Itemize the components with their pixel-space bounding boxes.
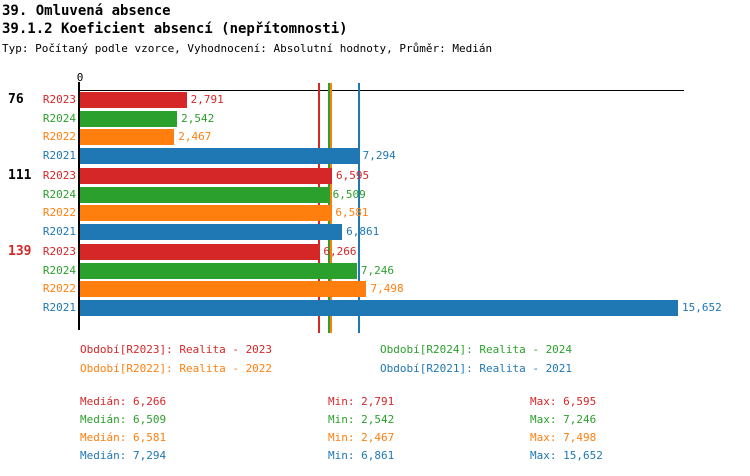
group-label: 76 (8, 92, 24, 107)
bar-group-76: 76 R2023 2,791 R2024 2,542 R2022 2,467 R2021 7,2… (0, 92, 750, 164)
stat-min: Min: 2,467 (328, 430, 395, 444)
bar-r2021 (80, 223, 343, 240)
bar-r2021 (80, 147, 359, 164)
bar-value: 2,467 (178, 130, 212, 143)
bar-value: 15,652 (682, 300, 722, 314)
stat-max: Max: 15,652 (530, 448, 603, 462)
series-label: R2023 (42, 245, 76, 258)
bar-row: R2024 6,509 (0, 186, 750, 203)
bar-value: 6,861 (346, 224, 380, 238)
x-axis-line (80, 90, 684, 91)
group-label: 111 (8, 168, 32, 183)
chart-stats: Medián: 6,266 Min: 2,791 Max: 6,595 Medián:… (80, 392, 603, 464)
bar-group-111: 111 R2023 6,595 R2024 6,509 R2022 6,581 R2021 6,… (0, 168, 750, 240)
series-label: R2024 (42, 263, 76, 277)
bar-r2023 (80, 244, 320, 260)
bar-value: 6,266 (323, 245, 357, 258)
series-label: R2021 (42, 224, 76, 238)
stat-min: Min: 2,791 (328, 394, 395, 408)
bar-value: 6,595 (335, 169, 370, 182)
bar-row: R2022 7,498 (0, 281, 750, 297)
legend-item-r2021: Období[R2021]: Realita - 2021 (380, 362, 573, 375)
bar-r2023 (80, 92, 187, 108)
bar-r2023 (80, 168, 332, 184)
bar-r2024 (80, 262, 357, 279)
series-label: R2022 (42, 206, 76, 219)
median-line-r2021 (357, 83, 360, 333)
group-label: 139 (8, 244, 32, 259)
stat-row-r2024: Medián: 6,509 Min: 2,542 Max: 7,246 (80, 410, 603, 428)
stat-row-r2022: Medián: 6,581 Min: 2,467 Max: 7,498 (80, 428, 603, 446)
stat-median: Medián: 6,509 (80, 412, 167, 426)
chart-rows: 76 R2023 2,791 R2024 2,542 R2022 2,467 R2021 7,2… (0, 92, 750, 320)
bar-r2024 (80, 110, 178, 127)
stat-median: Medián: 7,294 (80, 448, 167, 462)
bar-value: 6,509 (332, 187, 366, 201)
stat-row-r2021: Medián: 7,294 Min: 6,861 Max: 15,652 (80, 446, 603, 464)
series-label: R2023 (42, 93, 76, 106)
stat-max: Max: 7,246 (530, 412, 597, 426)
bar-value: 7,246 (360, 263, 394, 277)
chart-legend: Období[R2023]: Realita - 2023 Období[R202… (80, 343, 572, 376)
legend-item-r2024: Období[R2024]: Realita - 2024 (380, 343, 573, 356)
report-header: 39. Omluvená absence 39.1.2 Koeficient a… (2, 2, 492, 56)
bar-value: 2,791 (190, 93, 224, 106)
series-label: R2022 (42, 130, 76, 143)
stat-min: Min: 6,861 (328, 448, 395, 462)
series-label: R2023 (42, 169, 76, 182)
bar-row: R2022 2,467 (0, 129, 750, 145)
stat-median: Medián: 6,581 (80, 430, 167, 444)
chart-subtitle: 39.1.2 Koeficient absencí (nepřítomnosti… (2, 21, 348, 37)
bar-group-139: 139 R2023 6,266 R2024 7,246 R2022 7,498 R2021 15… (0, 244, 750, 316)
bar-value: 7,294 (362, 148, 396, 162)
bar-r2022 (80, 205, 332, 221)
bar-row: 76 R2023 2,791 (0, 92, 750, 108)
bar-r2022 (80, 281, 367, 297)
legend-item-r2023: Období[R2023]: Realita - 2023 (80, 343, 273, 356)
series-label: R2021 (42, 300, 76, 314)
stat-row-r2023: Medián: 6,266 Min: 2,791 Max: 6,595 (80, 392, 603, 410)
y-axis-line (78, 82, 80, 330)
axis-zero-label: 0 (76, 71, 84, 84)
bar-row: R2021 6,861 (0, 223, 750, 240)
bar-row: R2024 2,542 (0, 110, 750, 127)
bar-value: 7,498 (370, 282, 404, 295)
bar-row: 139 R2023 6,266 (0, 244, 750, 260)
stat-max: Max: 7,498 (530, 430, 597, 444)
stat-median: Medián: 6,266 (80, 394, 167, 408)
series-label: R2021 (42, 148, 76, 162)
page-title: 39. Omluvená absence (2, 3, 171, 19)
bar-row: 111 R2023 6,595 (0, 168, 750, 184)
bar-row: R2021 15,652 (0, 299, 750, 316)
stat-max: Max: 6,595 (530, 394, 597, 408)
bar-r2024 (80, 186, 329, 203)
bar-r2021 (80, 299, 678, 316)
bar-row: R2022 6,581 (0, 205, 750, 221)
series-label: R2022 (42, 282, 76, 295)
bar-value: 2,542 (181, 111, 215, 125)
series-label: R2024 (42, 187, 76, 201)
legend-item-r2022: Období[R2022]: Realita - 2022 (80, 362, 273, 375)
bar-row: R2021 7,294 (0, 147, 750, 164)
bar-row: R2024 7,246 (0, 262, 750, 279)
chart-meta: Typ: Počítaný podle vzorce, Vyhodnocení:… (2, 42, 493, 55)
stat-min: Min: 2,542 (328, 412, 395, 426)
bar-value: 6,581 (335, 206, 369, 219)
series-label: R2024 (42, 111, 76, 125)
bar-r2022 (80, 129, 175, 145)
median-line-r2022 (330, 83, 333, 333)
